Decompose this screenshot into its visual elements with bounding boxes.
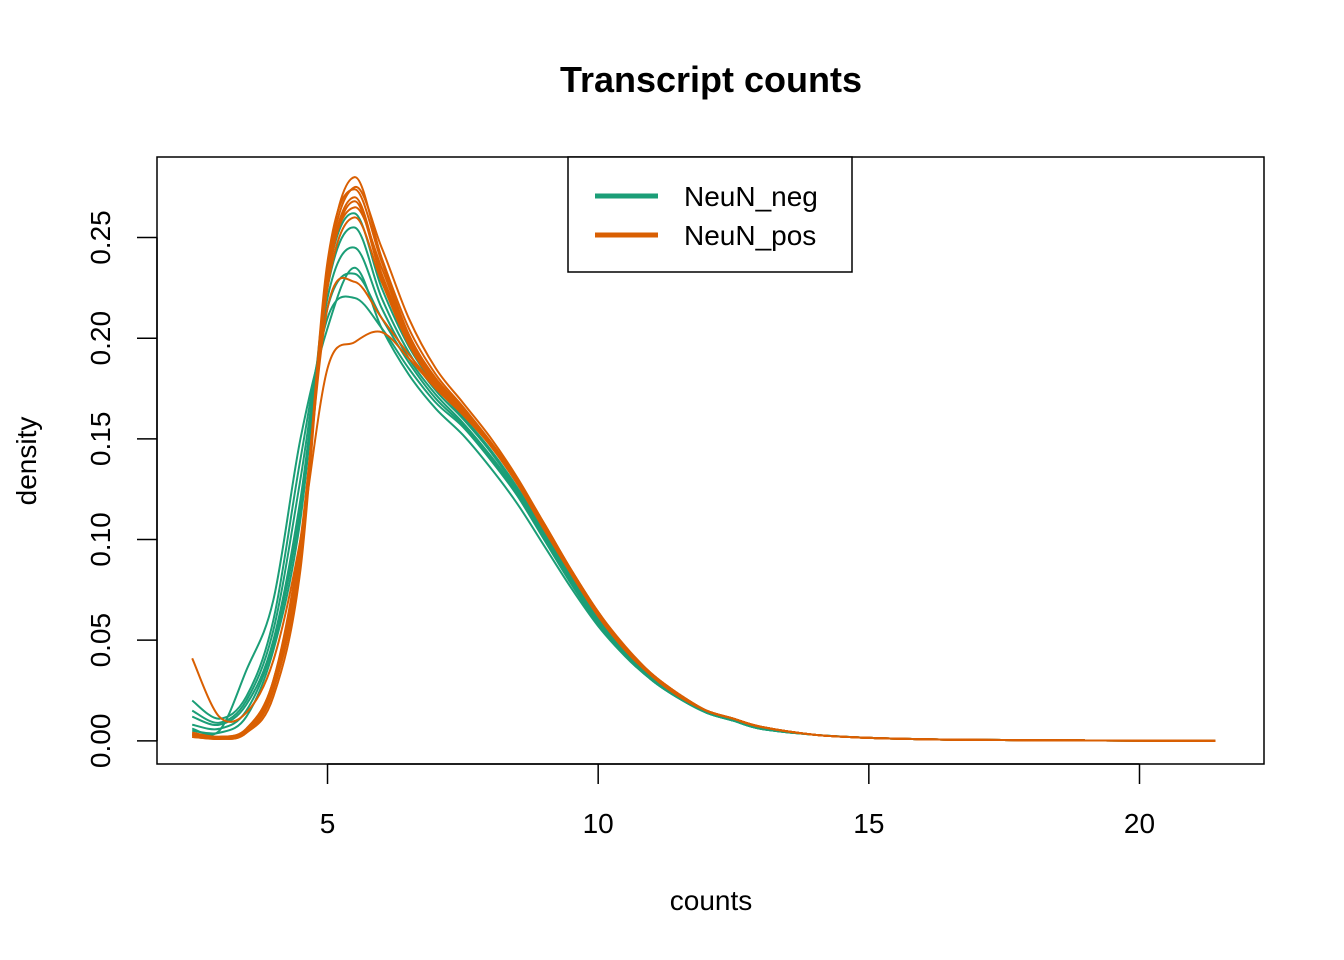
y-tick-label: 0.25 [85,210,116,265]
x-tick-label: 10 [583,808,614,839]
x-axis-label: counts [670,885,753,916]
density-line-neun-neg-5 [192,212,1216,742]
x-tick-label: 5 [320,808,336,839]
x-tick-label: 15 [853,808,884,839]
density-line-neun-neg-2 [191,246,1216,742]
legend-box [567,156,853,273]
y-axis-label: density [11,417,42,506]
legend: NeuN_neg NeuN_pos [567,156,853,273]
chart-title: Transcript counts [560,59,862,100]
density-line-neun-neg-0 [191,295,1216,742]
legend-label-neun-neg: NeuN_neg [684,181,818,212]
density-line-neun-neg-3 [191,226,1216,742]
density-line-neun-pos-6 [191,330,1216,742]
y-tick-label: 0.10 [85,512,116,567]
y-axis: 0.00 0.05 0.10 0.15 0.20 0.25 [85,210,158,769]
density-line-neun-neg-4 [191,266,1216,742]
y-tick-label: 0.00 [85,714,116,769]
density-line-neun-pos-14 [192,206,1216,742]
x-axis: 5 10 15 20 [320,763,1155,839]
density-line-neun-pos-11 [192,200,1216,742]
density-line-neun-pos-7 [192,276,1216,742]
y-tick-label: 0.05 [85,613,116,668]
legend-label-neun-pos: NeuN_pos [684,220,816,251]
series-layer [191,176,1216,742]
y-tick-label: 0.20 [85,311,116,366]
x-tick-label: 20 [1124,808,1155,839]
y-tick-label: 0.15 [85,412,116,467]
